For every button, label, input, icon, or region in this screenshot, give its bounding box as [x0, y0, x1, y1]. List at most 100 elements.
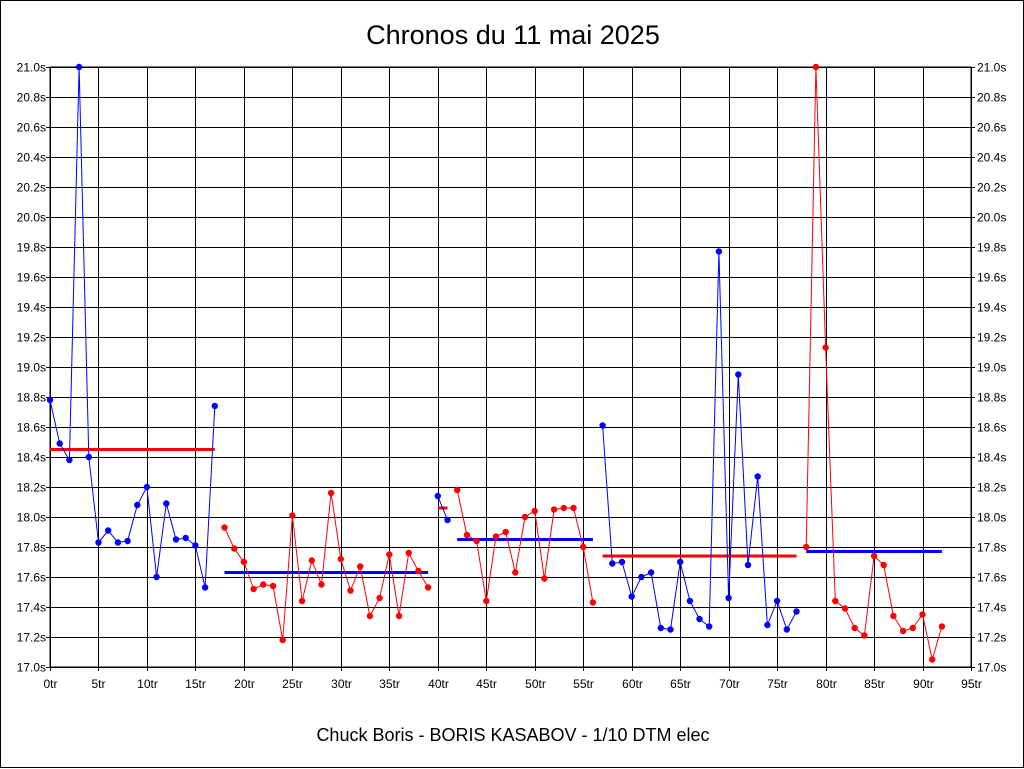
y-tick-label-right: 18.8s [977, 391, 1006, 405]
data-point [231, 545, 238, 552]
data-point [929, 656, 936, 663]
y-tick-label-left: 17.8s [17, 541, 46, 555]
y-tick-label-left: 19.2s [17, 331, 46, 345]
y-tick-label-right: 18.2s [977, 481, 1006, 495]
data-point [395, 612, 403, 620]
data-point [580, 543, 587, 551]
y-tick-label-left: 17.0s [17, 661, 46, 675]
y-tick-label-left: 19.6s [17, 271, 46, 285]
data-point [386, 551, 393, 558]
y-tick-label-left: 18.2s [17, 481, 46, 495]
axes: 0tr 5tr 10tr 15tr 20tr 25tr 30tr 35tr 40tr 45tr 50… [17, 61, 1007, 692]
x-tick-label: 25tr [282, 677, 303, 691]
data-point [192, 542, 199, 549]
x-tick-label: 80tr [816, 677, 837, 691]
data-point [454, 486, 461, 494]
series-line [224, 492, 429, 641]
x-tick-label: 65tr [670, 677, 691, 691]
data-point [512, 569, 519, 576]
data-point [424, 584, 432, 591]
x-tick-label: 35tr [379, 677, 400, 691]
data-point [880, 561, 887, 569]
y-tick-label-right: 19.2s [977, 331, 1006, 345]
x-tick-label: 0tr [43, 677, 57, 691]
data-point [735, 371, 742, 378]
data-point [366, 612, 374, 620]
data-point [638, 573, 645, 581]
data-point [919, 611, 926, 618]
data-point [696, 615, 703, 623]
data-point [502, 528, 509, 536]
x-tick-label: 10tr [137, 677, 158, 691]
data-point [260, 581, 267, 588]
data-point [754, 473, 761, 480]
x-tick-label: 70tr [719, 677, 740, 691]
data-point [851, 624, 858, 632]
x-tick-label: 15tr [185, 677, 206, 691]
y-tick-label-right: 20.2s [977, 181, 1006, 195]
y-tick-label-left: 20.0s [17, 211, 46, 225]
data-point [521, 513, 529, 521]
chart-title: Chronos du 11 mai 2025 [366, 20, 660, 50]
data-point [861, 632, 868, 639]
data-point [473, 537, 480, 545]
data-point [415, 567, 422, 575]
grid-lines [50, 67, 972, 668]
data-point [890, 612, 897, 620]
y-tick-label-left: 19.0s [17, 361, 46, 375]
x-tick-label: 20tr [234, 677, 255, 691]
data-point [812, 63, 820, 71]
data-point [163, 500, 170, 507]
y-tick-label-right: 17.8s [977, 541, 1006, 555]
data-point [686, 597, 694, 605]
y-tick-label-left: 18.8s [17, 391, 46, 405]
data-point [870, 552, 878, 560]
chart-subtitle: Chuck Boris - BORIS KASABOV - 1/10 DTM e… [316, 725, 709, 745]
x-tick-label: 55tr [573, 677, 594, 691]
data-point [725, 594, 732, 602]
data-point [773, 597, 781, 605]
data-point [153, 573, 160, 581]
y-tick-label-left: 17.4s [17, 601, 46, 615]
data-point [463, 531, 471, 539]
data-point [66, 456, 73, 464]
data-point [832, 597, 839, 605]
data-point [308, 557, 315, 564]
data-point [803, 543, 810, 551]
y-tick-label-right: 19.6s [977, 271, 1006, 285]
x-tick-label: 45tr [476, 677, 497, 691]
data-point [899, 627, 907, 635]
y-tick-label-left: 21.0s [17, 61, 46, 75]
data-point [405, 549, 412, 557]
data-point [938, 623, 946, 630]
y-tick-label-right: 17.2s [977, 631, 1006, 645]
y-tick-label-left: 19.4s [17, 301, 46, 315]
y-tick-label-right: 20.6s [977, 121, 1006, 135]
data-point [240, 558, 248, 566]
data-point [609, 560, 616, 567]
data-point [628, 593, 635, 600]
data-point [715, 248, 723, 255]
data-point [376, 594, 383, 602]
y-tick-label-right: 20.4s [977, 151, 1006, 165]
data-point [793, 608, 800, 615]
y-tick-label-left: 20.2s [17, 181, 46, 195]
data-point [570, 504, 577, 512]
data-point [657, 624, 664, 632]
data-point [541, 575, 548, 582]
y-tick-label-left: 20.8s [17, 91, 46, 105]
data-point [560, 504, 567, 512]
series-line [437, 495, 448, 521]
data-point [783, 626, 790, 633]
data-point [85, 453, 93, 461]
data-point [95, 539, 102, 546]
data-point [327, 489, 335, 497]
y-tick-label-left: 18.6s [17, 421, 46, 435]
y-tick-label-left: 18.0s [17, 511, 46, 525]
x-tick-label: 30tr [331, 677, 352, 691]
x-tick-label: 95tr [961, 677, 982, 691]
data-point [618, 558, 626, 566]
x-tick-label: 85tr [864, 677, 885, 691]
y-tick-label-left: 17.2s [17, 631, 46, 645]
